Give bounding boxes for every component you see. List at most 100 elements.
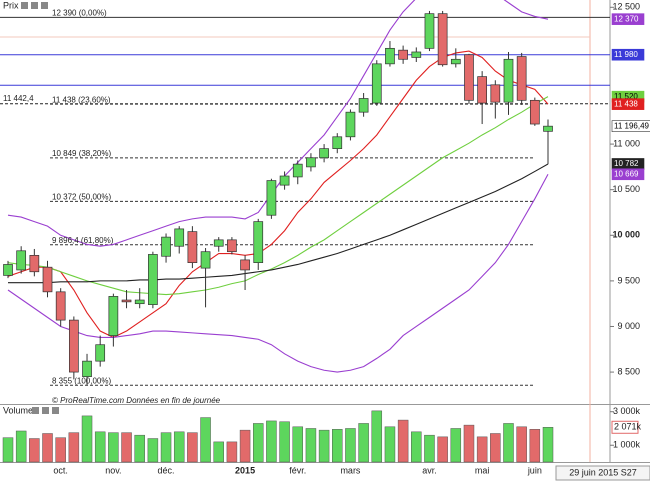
candle-body (134, 299, 145, 305)
y-tick-label: 10 500 (612, 184, 640, 194)
volume-bar (476, 436, 488, 463)
toolbar-icons[interactable] (21, 2, 48, 9)
volume-bar (529, 429, 541, 463)
candle-body (108, 296, 119, 336)
fibonacci-label: 11 438 (23,60%) (52, 95, 111, 104)
candle-body (516, 56, 527, 101)
icon[interactable] (32, 407, 39, 414)
fibonacci-label: 12 390 (0,00%) (52, 8, 107, 17)
volume-bar (108, 432, 119, 463)
value-box-label: 12 370 (614, 14, 639, 23)
level-label: 11 442,4 (3, 94, 34, 103)
volume-bar (397, 419, 409, 463)
volume-bar (173, 431, 185, 463)
candle-body (55, 291, 66, 321)
candle-body (213, 239, 224, 247)
candle-body (279, 175, 290, 186)
icon[interactable] (41, 2, 48, 9)
candle-body (477, 76, 487, 104)
candle-body (240, 259, 250, 271)
volume-bar (411, 431, 422, 463)
y-tick-label: 11 000 (613, 138, 640, 148)
y-tick-label: 3 000k (613, 406, 641, 416)
volume-bar (345, 428, 356, 463)
candle-body (332, 136, 343, 150)
volume-title: Volume (3, 405, 33, 415)
icon[interactable] (21, 2, 28, 9)
volume-bar (371, 410, 383, 463)
icon[interactable] (31, 2, 38, 9)
y-tick-label: 10 000 (612, 230, 640, 240)
candle-body (29, 254, 40, 273)
date-label: 29 juin 2015 S27 (569, 467, 637, 477)
toolbar-icons[interactable] (32, 407, 59, 414)
indicator-line (7, 174, 549, 373)
price-panel (0, 0, 610, 386)
fibonacci-label: 10 849 (38,20%) (52, 149, 111, 158)
candle-body (82, 360, 92, 377)
candle-body (121, 299, 132, 303)
candle-body (358, 98, 369, 113)
candle-body (424, 13, 435, 49)
volume-bar (68, 432, 80, 463)
volume-bar (55, 437, 66, 463)
value-box (611, 120, 650, 132)
volume-bar (213, 441, 224, 463)
volume-bar (358, 423, 369, 463)
fibonacci-label: 8 355 (100,00%) (52, 376, 111, 385)
candle-body (398, 49, 408, 60)
volume-bar (292, 426, 304, 463)
value-box-label: 11 438 (614, 99, 638, 108)
date-box (555, 465, 650, 481)
candle-body (306, 157, 316, 168)
volume-bar (42, 433, 53, 463)
y-tick-label: 12 500 (612, 2, 640, 12)
volume-bar (29, 438, 40, 463)
volume-bar (200, 417, 211, 463)
volume-panel (2, 410, 554, 463)
volume-bar (239, 429, 251, 463)
candle-body (319, 148, 329, 159)
volume-bar (490, 433, 501, 463)
y-tick-label: 1 000k (613, 440, 641, 450)
value-box-label: 10 782 (614, 159, 639, 168)
candle-body (464, 54, 474, 101)
value-box (611, 420, 639, 434)
indicator-line (7, 50, 549, 339)
x-tick-label: nov. (105, 465, 121, 475)
volume-bar (81, 415, 93, 463)
volume-bar (160, 432, 172, 463)
candle-body (529, 99, 540, 125)
value-box-label: 10 669 (614, 169, 639, 178)
volume-bar (187, 432, 198, 463)
candle-body (345, 111, 356, 138)
x-tick-label: 2015 (235, 465, 255, 475)
candle-body (3, 264, 13, 276)
candle-body (503, 58, 514, 103)
y-tick-label: 9 500 (617, 275, 640, 285)
volume-bar (332, 429, 343, 463)
value-box (611, 98, 645, 110)
volume-bar (121, 432, 132, 463)
value-box-label: 11 980 (614, 50, 638, 59)
candle-body (16, 250, 27, 271)
value-box-label: 11 196,49 (614, 121, 650, 130)
candle-body (95, 344, 106, 362)
icon[interactable] (42, 407, 49, 414)
volume-bar (542, 427, 554, 463)
candle-body (437, 13, 448, 66)
x-tick-label: avr. (422, 465, 437, 475)
volume-bar (450, 428, 462, 463)
y-tick-label: 9 000 (617, 321, 640, 331)
volume-bar (463, 424, 475, 463)
icon[interactable] (52, 407, 59, 414)
candle-body (161, 236, 171, 257)
volume-bar (437, 436, 448, 463)
candle-body (266, 180, 277, 216)
volume-bar (2, 437, 14, 463)
candle-body (227, 239, 237, 253)
candle-body (200, 251, 211, 269)
value-box (611, 13, 645, 25)
